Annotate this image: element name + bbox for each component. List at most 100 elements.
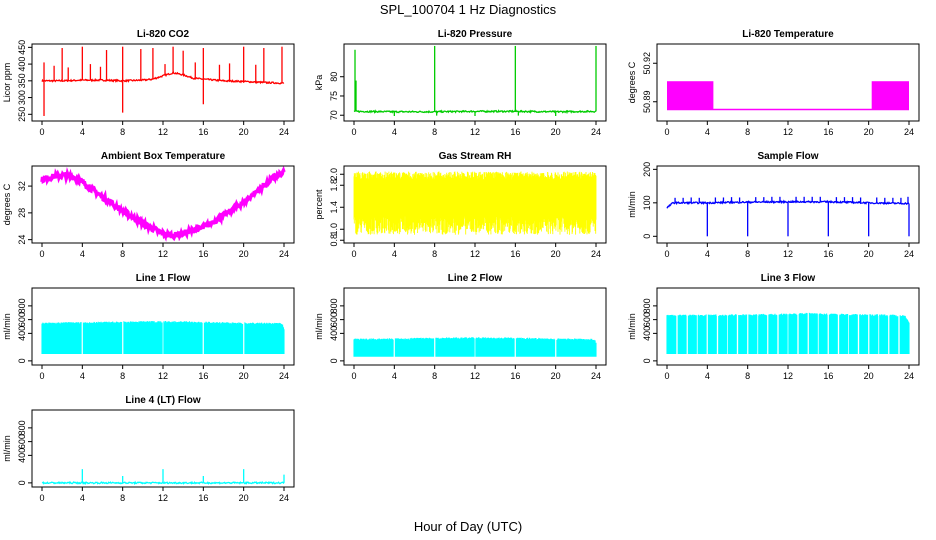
x-tick-label: 4 bbox=[392, 371, 397, 381]
x-tick-label: 12 bbox=[783, 371, 793, 381]
x-tick-label: 0 bbox=[351, 127, 356, 137]
y-tick-label: 28 bbox=[17, 208, 27, 218]
y-tick-label: 2.0 bbox=[329, 168, 339, 181]
y-tick-label: 600 bbox=[329, 312, 339, 327]
x-tick-label: 12 bbox=[158, 249, 168, 259]
series bbox=[41, 469, 285, 486]
panel-2: Li-820 Temperature degrees C 0 4 8 12 16 20 24 50… bbox=[627, 29, 920, 137]
panel-5: Sample Flow ml/min 0 4 8 12 16 20 24 0 100 200 bbox=[627, 151, 920, 259]
x-tick-label: 0 bbox=[664, 127, 669, 137]
x-tick-label: 0 bbox=[39, 493, 44, 503]
series-band bbox=[667, 81, 714, 110]
x-tick-label: 12 bbox=[158, 371, 168, 381]
x-tick-label: 24 bbox=[279, 127, 289, 137]
x-tick-label: 8 bbox=[120, 371, 125, 381]
x-tick-label: 20 bbox=[551, 127, 561, 137]
x-tick-label: 8 bbox=[432, 249, 437, 259]
x-tick-label: 8 bbox=[120, 127, 125, 137]
panel-4: Gas Stream RH percent 0 4 8 12 16 20 24 0.81.0 1.4… bbox=[314, 151, 607, 259]
x-tick-label: 20 bbox=[239, 371, 249, 381]
panel-title: Li-820 Pressure bbox=[438, 29, 513, 40]
y-tick-label: 100 bbox=[642, 195, 652, 210]
y-tick-label: 0 bbox=[642, 358, 652, 363]
x-tick-label: 20 bbox=[864, 371, 874, 381]
x-tick-label: 24 bbox=[904, 127, 914, 137]
y-tick-label: 300 bbox=[17, 90, 27, 105]
panel-9: Line 4 (LT) Flow ml/min 0 4 8 12 16 20 24 0 400600… bbox=[2, 395, 295, 503]
x-tick-label: 4 bbox=[392, 127, 397, 137]
y-tick-label: 600 bbox=[17, 312, 27, 327]
x-tick-label: 0 bbox=[39, 249, 44, 259]
x-tick-label: 24 bbox=[591, 371, 601, 381]
x-tick-label: 12 bbox=[783, 127, 793, 137]
x-tick-label: 4 bbox=[705, 249, 710, 259]
x-tick-label: 16 bbox=[510, 249, 520, 259]
y-axis-label: ml/min bbox=[314, 313, 324, 340]
panel-1: Li-820 Pressure kPa 0 4 8 12 16 20 24 70 75 80 bbox=[314, 29, 607, 137]
series-line bbox=[41, 70, 285, 85]
x-tick-label: 20 bbox=[864, 249, 874, 259]
x-tick-label: 4 bbox=[80, 249, 85, 259]
series-noise bbox=[353, 171, 597, 235]
y-tick-label: 24 bbox=[17, 235, 27, 245]
x-tick-label: 8 bbox=[120, 249, 125, 259]
x-tick-label: 0 bbox=[351, 249, 356, 259]
x-tick-label: 16 bbox=[823, 127, 833, 137]
panel-title: Line 3 Flow bbox=[761, 273, 816, 284]
x-tick-label: 24 bbox=[591, 127, 601, 137]
x-tick-label: 20 bbox=[864, 127, 874, 137]
x-tick-label: 12 bbox=[783, 249, 793, 259]
x-tick-label: 4 bbox=[392, 249, 397, 259]
y-tick-label: 800 bbox=[642, 298, 652, 313]
x-tick-label: 20 bbox=[239, 249, 249, 259]
x-tick-label: 4 bbox=[705, 127, 710, 137]
y-tick-label: 400 bbox=[17, 448, 27, 463]
x-tick-label: 0 bbox=[664, 249, 669, 259]
y-tick-label: 70 bbox=[329, 110, 339, 120]
y-tick-label: 0 bbox=[17, 480, 27, 485]
x-axis-title: Hour of Day (UTC) bbox=[413, 519, 523, 534]
x-tick-label: 8 bbox=[745, 249, 750, 259]
x-tick-label: 20 bbox=[239, 493, 249, 503]
x-tick-label: 24 bbox=[904, 371, 914, 381]
series bbox=[666, 312, 910, 354]
x-tick-label: 24 bbox=[279, 371, 289, 381]
panel-title: Line 4 (LT) Flow bbox=[125, 395, 201, 406]
main-title: SPL_100704 1 Hz Diagnostics bbox=[379, 2, 557, 17]
x-tick-label: 16 bbox=[823, 249, 833, 259]
y-axis-label: degrees C bbox=[2, 183, 12, 225]
x-tick-label: 8 bbox=[745, 371, 750, 381]
x-tick-label: 8 bbox=[745, 127, 750, 137]
series-fill bbox=[666, 312, 910, 354]
y-tick-label: 450 bbox=[17, 40, 27, 55]
x-tick-label: 24 bbox=[279, 493, 289, 503]
series bbox=[41, 46, 285, 116]
x-tick-label: 24 bbox=[279, 249, 289, 259]
x-tick-label: 0 bbox=[351, 371, 356, 381]
x-tick-label: 16 bbox=[198, 371, 208, 381]
x-tick-label: 16 bbox=[510, 371, 520, 381]
x-tick-label: 0 bbox=[39, 127, 44, 137]
y-axis-label: ml/min bbox=[627, 313, 637, 340]
y-tick-label: 0 bbox=[17, 358, 27, 363]
x-tick-label: 16 bbox=[198, 127, 208, 137]
x-tick-label: 0 bbox=[664, 371, 669, 381]
series bbox=[40, 165, 286, 242]
series bbox=[667, 81, 909, 111]
x-tick-label: 16 bbox=[510, 127, 520, 137]
x-tick-label: 24 bbox=[591, 249, 601, 259]
x-tick-label: 12 bbox=[470, 127, 480, 137]
x-tick-label: 8 bbox=[432, 127, 437, 137]
series-fill bbox=[353, 337, 597, 357]
y-axis-label: degrees C bbox=[627, 61, 637, 103]
panel-title: Gas Stream RH bbox=[439, 151, 512, 162]
x-tick-label: 20 bbox=[551, 371, 561, 381]
x-tick-label: 4 bbox=[80, 127, 85, 137]
x-tick-label: 4 bbox=[705, 371, 710, 381]
series-line bbox=[40, 165, 286, 242]
y-tick-label: 600 bbox=[17, 434, 27, 449]
